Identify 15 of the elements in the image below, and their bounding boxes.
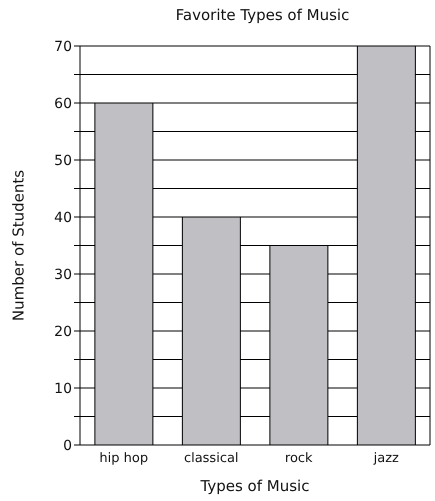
y-tick-label: 70	[54, 38, 72, 55]
y-tick-label: 20	[54, 324, 72, 340]
x-tick-label: hip hop	[99, 451, 148, 466]
y-axis-title: Number of Students	[9, 170, 28, 322]
x-axis-title: Types of Music	[200, 477, 310, 495]
chart-title: Favorite Types of Music	[174, 6, 350, 24]
x-tick-label: classical	[184, 451, 239, 466]
x-tick-label: rock	[284, 451, 314, 466]
y-tick-label: 40	[54, 210, 72, 226]
x-tick-label: jazz	[372, 451, 400, 466]
y-tick-label: 30	[54, 266, 72, 283]
y-tick-label: 50	[54, 152, 72, 169]
y-tick-label: 10	[54, 380, 72, 397]
y-tick-label: 60	[54, 96, 72, 112]
y-tick-label: 0	[63, 438, 72, 454]
